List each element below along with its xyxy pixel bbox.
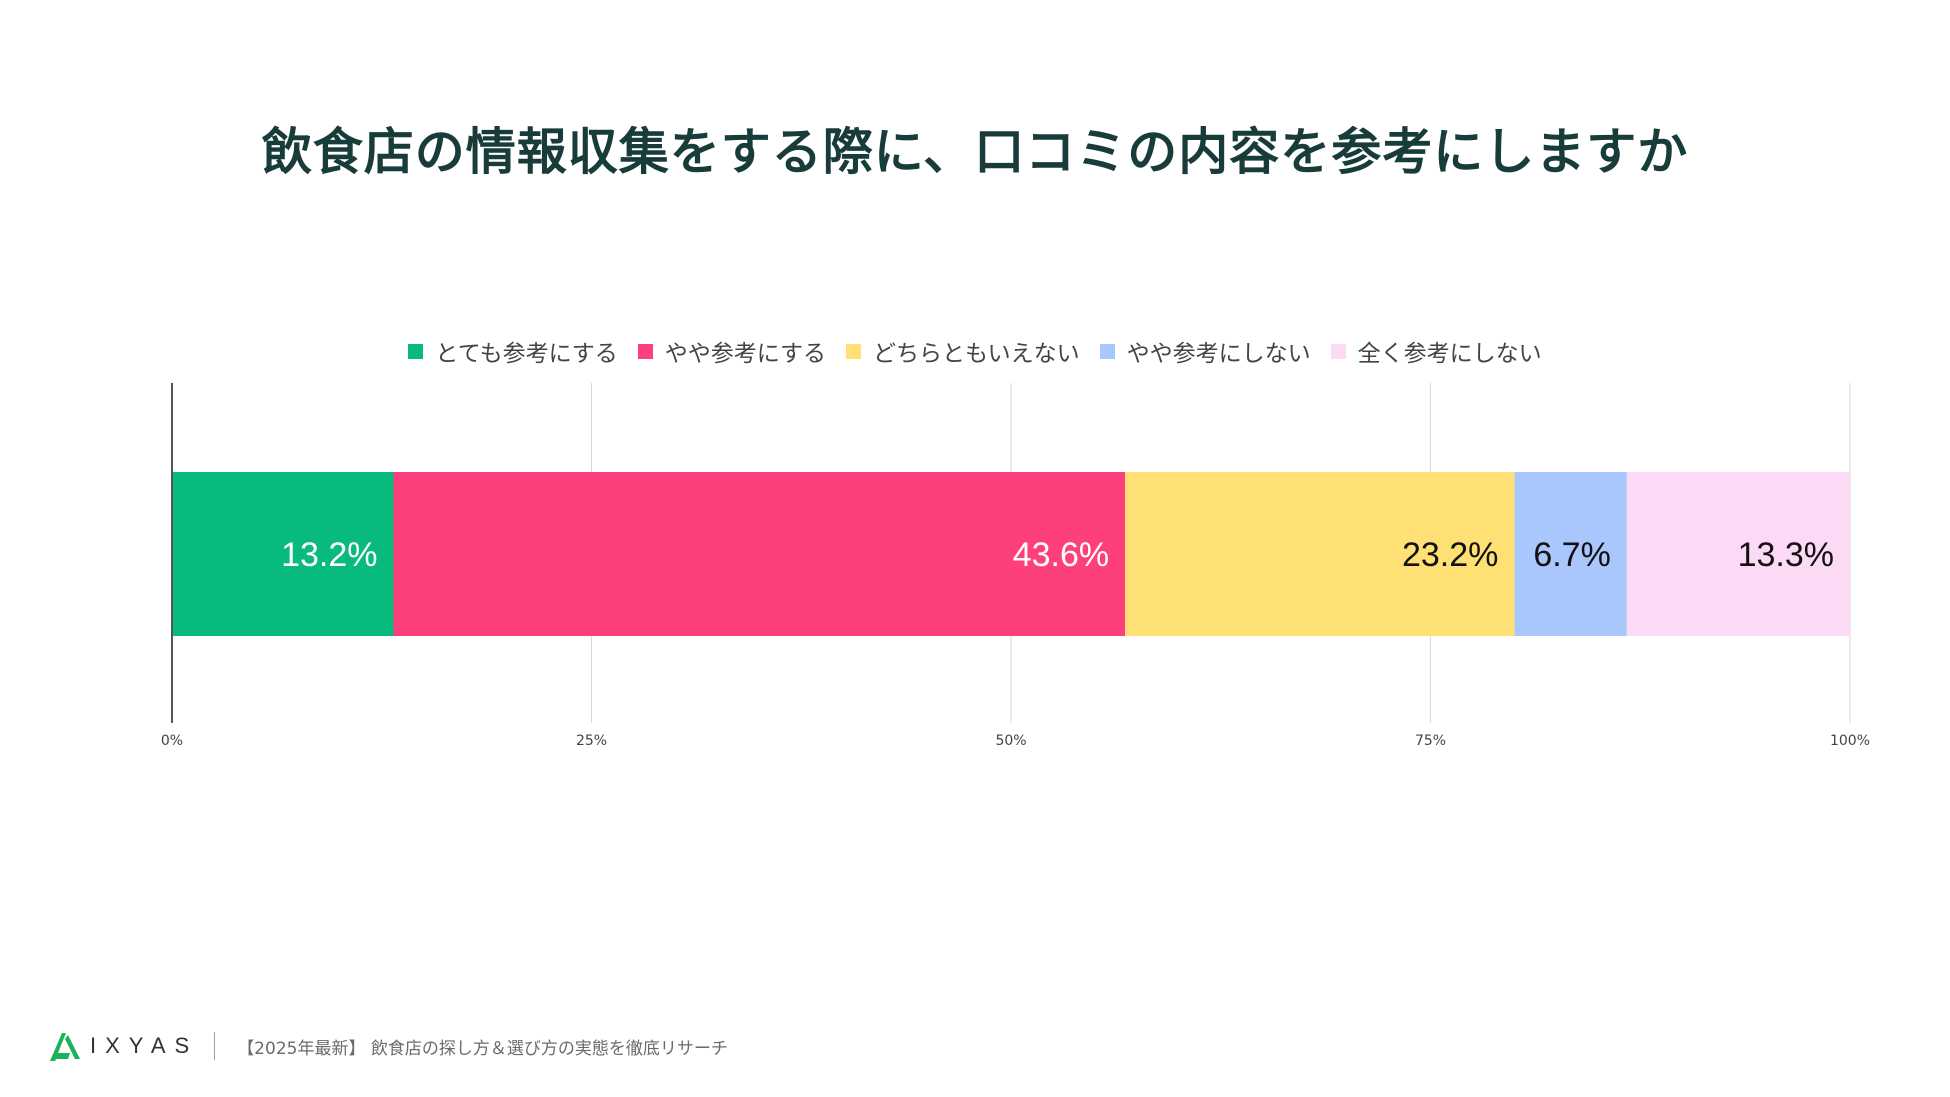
legend-swatch (1099, 343, 1115, 359)
legend-swatch (846, 343, 862, 359)
legend-label: どちらともいえない (873, 341, 1080, 367)
bar-data-label: 13.3% (1738, 536, 1834, 574)
x-tick-label: 25% (576, 733, 607, 749)
legend-swatch (408, 343, 424, 359)
legend-item: どちらともいえない (846, 334, 1080, 368)
footer-divider (214, 1032, 216, 1060)
footer-caption: 【2025年最新】 飲食店の探し方＆選び方の実態を徹底リサーチ (237, 1038, 728, 1059)
legend-label: やや参考にしない (1126, 341, 1311, 367)
bar-segment (393, 472, 1126, 636)
footer: IXYAS 【2025年最新】 飲食店の探し方＆選び方の実態を徹底リサーチ (48, 1028, 728, 1064)
legend-label: 全く参考にしない (1357, 341, 1542, 367)
bar-segment (1125, 472, 1515, 636)
bar-data-label: 6.7% (1533, 536, 1611, 574)
chart-title: 飲食店の情報収集をする際に、口コミの内容を参考にしますか (261, 123, 1689, 181)
chart-legend: とても参考にする やや参考にする どちらともいえない やや参考にしない 全く参考にしない (0, 334, 1950, 368)
bar-data-label: 23.2% (1402, 536, 1498, 574)
bar-data-label: 13.2% (281, 536, 377, 574)
legend-item: やや参考にする (637, 334, 827, 368)
x-tick-label: 0% (161, 733, 183, 749)
legend-swatch (637, 343, 653, 359)
ixyas-logo-icon (50, 1033, 80, 1061)
legend-item: 全く参考にしない (1330, 334, 1542, 368)
legend-label: とても参考にする (435, 341, 618, 367)
bar-data-label: 43.6% (1013, 536, 1109, 574)
x-tick-label: 50% (995, 733, 1026, 749)
bar-segment (1626, 472, 1850, 636)
x-tick-label: 100% (1830, 733, 1870, 749)
legend-swatch (1330, 343, 1346, 359)
legend-item: とても参考にする (408, 334, 618, 368)
bar-segment (172, 472, 394, 636)
legend-label: やや参考にする (664, 341, 827, 367)
stacked-bar-chart: 0% 25% 50% 75% 100% 13.2% 43.6% 23.2% 6.7% 13.3% (161, 383, 1870, 749)
logo-text: IXYAS (90, 1033, 199, 1058)
legend-item: やや参考にしない (1099, 334, 1311, 368)
bar-segment (1514, 472, 1627, 636)
x-tick-label: 75% (1415, 733, 1446, 749)
